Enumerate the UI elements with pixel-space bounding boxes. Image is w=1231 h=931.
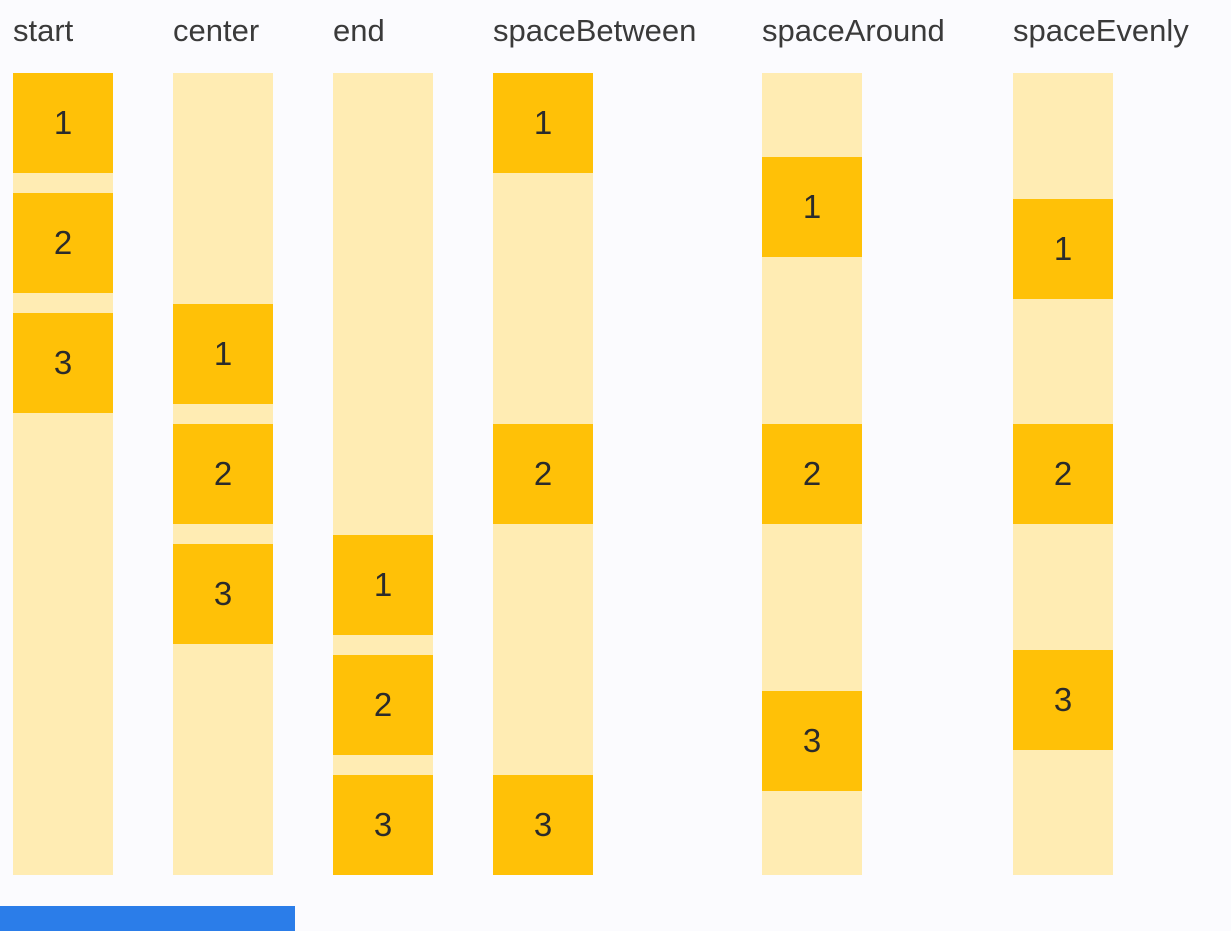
alignment-label-end: end bbox=[333, 13, 385, 48]
flex-item: 2 bbox=[493, 424, 593, 524]
flex-item: 2 bbox=[333, 655, 433, 755]
flex-item-number: 2 bbox=[373, 686, 393, 723]
flex-item: 3 bbox=[333, 775, 433, 875]
flex-item-number: 2 bbox=[802, 454, 822, 492]
flex-item-number: 3 bbox=[373, 806, 393, 843]
flex-item: 1 bbox=[333, 535, 433, 635]
flex-item: 3 bbox=[173, 544, 273, 644]
flex-item: 2 bbox=[13, 193, 113, 293]
flex-item-number: 3 bbox=[1053, 680, 1073, 718]
flex-item: 3 bbox=[493, 775, 593, 875]
flex-item: 3 bbox=[762, 691, 862, 792]
flex-item: 1 bbox=[1013, 198, 1113, 299]
flex-track-center: 1 2 3 bbox=[173, 73, 273, 875]
flex-item: 1 bbox=[762, 156, 862, 257]
flex-item: 2 bbox=[762, 423, 862, 524]
flex-item-number: 2 bbox=[533, 455, 553, 492]
flex-item: 3 bbox=[13, 313, 113, 413]
flex-track-start: 1 2 3 bbox=[13, 73, 113, 875]
flex-item: 1 bbox=[13, 73, 113, 173]
flex-track-spaceAround: 1 2 3 bbox=[762, 73, 862, 875]
flex-item: 2 bbox=[173, 424, 273, 524]
alignment-label-spaceBetween: spaceBetween bbox=[493, 13, 697, 48]
flex-item-number: 1 bbox=[533, 104, 553, 141]
flex-item-number: 3 bbox=[53, 344, 73, 381]
alignment-label-spaceAround: spaceAround bbox=[762, 13, 945, 48]
flex-item: 3 bbox=[1013, 649, 1113, 750]
flex-item: 1 bbox=[493, 73, 593, 173]
flex-item-number: 1 bbox=[373, 566, 393, 603]
flex-item-number: 2 bbox=[213, 455, 233, 492]
alignment-label-center: center bbox=[173, 13, 260, 48]
flex-item-number: 2 bbox=[53, 224, 73, 261]
flex-item: 1 bbox=[173, 304, 273, 404]
alignment-label-start: start bbox=[13, 13, 74, 48]
flex-item-number: 3 bbox=[213, 575, 233, 612]
flex-item-number: 1 bbox=[53, 104, 73, 141]
flex-item: 2 bbox=[1013, 424, 1113, 524]
flex-item-number: 3 bbox=[533, 806, 553, 843]
alignment-label-spaceEvenly: spaceEvenly bbox=[1013, 13, 1189, 48]
flex-track-end: 1 2 3 bbox=[333, 73, 433, 875]
flex-item-number: 2 bbox=[1053, 455, 1073, 492]
flex-item-number: 3 bbox=[802, 722, 822, 760]
flex-item-number: 1 bbox=[802, 187, 822, 225]
flex-item-number: 1 bbox=[1053, 229, 1073, 267]
flex-track-spaceEvenly: 1 2 3 bbox=[1013, 73, 1113, 875]
flex-item-number: 1 bbox=[213, 335, 233, 372]
flex-track-spaceBetween: 1 2 3 bbox=[493, 73, 593, 875]
bottom-accent-bar bbox=[0, 906, 295, 931]
